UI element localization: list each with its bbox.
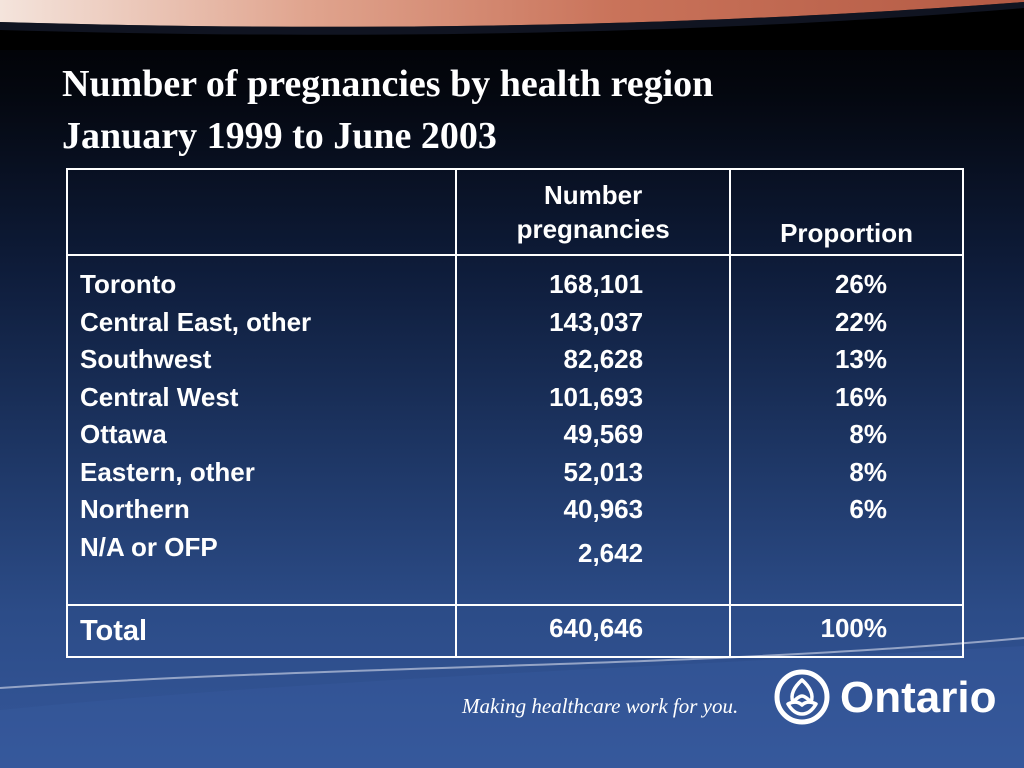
pregnancy-table: Number pregnancies Proportion Toronto Ce… xyxy=(65,168,964,658)
header-proportion: Proportion xyxy=(729,168,964,256)
proportion-value: 8% xyxy=(849,456,887,487)
table-total-row: Total 640,646 100% xyxy=(65,604,964,658)
title-line-1: Number of pregnancies by health region xyxy=(62,63,714,105)
header-number-line-1: Number xyxy=(544,180,643,210)
trillium-icon xyxy=(774,669,830,725)
top-swoosh-decoration xyxy=(0,0,1024,50)
region-name: Eastern, other xyxy=(80,456,255,487)
proportion-value xyxy=(731,529,962,567)
region-name: N/A or OFP xyxy=(80,531,218,562)
proportion-value: 26% xyxy=(834,269,887,299)
region-name: Northern xyxy=(80,494,190,524)
region-list: Toronto Central East, other Southwest Ce… xyxy=(68,256,455,566)
pregnancy-count: 40,963 xyxy=(563,494,644,524)
pregnancy-count: 52,013 xyxy=(563,456,644,487)
pregnancy-count: 143,037 xyxy=(549,306,644,337)
proportion-value: 6% xyxy=(849,494,887,524)
region-name: Southwest xyxy=(80,344,212,374)
table-body-row: Toronto Central East, other Southwest Ce… xyxy=(65,254,964,606)
region-name: Toronto xyxy=(80,269,177,299)
region-column: Toronto Central East, other Southwest Ce… xyxy=(65,254,458,606)
proportion-value: 16% xyxy=(834,381,887,412)
proportion-value: 22% xyxy=(834,306,887,337)
header-number-pregnancies: Number pregnancies xyxy=(455,168,732,256)
proportion-column: 26% 22% 13% 16% 8% 8% 6% xyxy=(729,254,964,606)
header-region xyxy=(65,168,458,256)
slide-title: Number of pregnancies by health region J… xyxy=(62,58,962,162)
region-name: Central East, other xyxy=(80,306,312,337)
number-column: 168,101 143,037 82,628 101,693 49,569 52… xyxy=(455,254,732,606)
proportion-list: 26% 22% 13% 16% 8% 8% 6% xyxy=(731,256,962,566)
region-name: Central West xyxy=(80,381,239,412)
table-header-row: Number pregnancies Proportion xyxy=(65,168,964,256)
total-number: 640,646 xyxy=(455,604,732,658)
footer-tagline: Making healthcare work for you. xyxy=(462,694,739,718)
pregnancy-count: 101,693 xyxy=(549,381,644,412)
proportion-value: 8% xyxy=(849,419,887,449)
pregnancy-count: 82,628 xyxy=(563,344,644,374)
number-list: 168,101 143,037 82,628 101,693 49,569 52… xyxy=(457,256,729,572)
total-label: Total xyxy=(65,604,458,658)
proportion-value: 13% xyxy=(834,344,887,374)
ontario-logo-text: Ontario xyxy=(840,673,997,722)
pregnancy-count: 49,569 xyxy=(563,419,644,449)
title-line-2: January 1999 to June 2003 xyxy=(62,115,497,157)
pregnancy-count: 2,642 xyxy=(578,537,644,568)
pregnancy-count: 168,101 xyxy=(549,269,644,299)
total-proportion: 100% xyxy=(729,604,964,658)
header-number-line-2: pregnancies xyxy=(516,214,670,244)
region-name: Ottawa xyxy=(80,419,167,449)
